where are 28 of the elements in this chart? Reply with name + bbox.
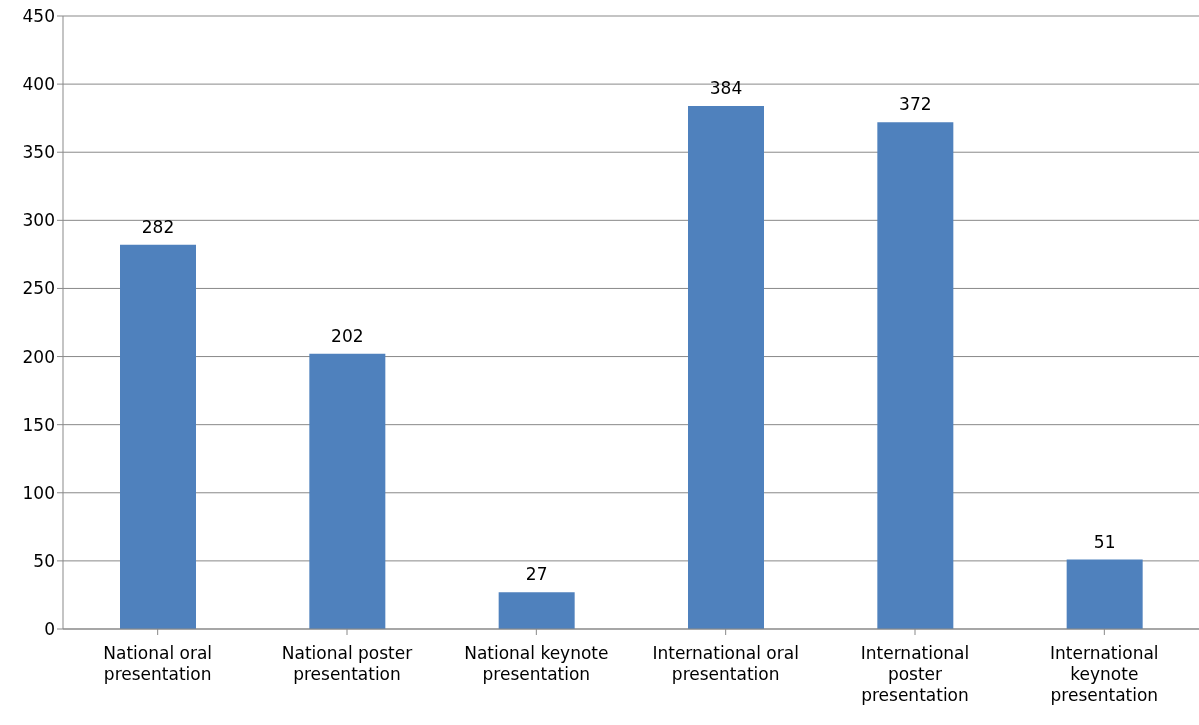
bar bbox=[688, 105, 764, 629]
bar bbox=[120, 244, 196, 629]
y-tick-label: 100 bbox=[22, 482, 55, 503]
y-tick-label: 0 bbox=[44, 619, 55, 640]
bar bbox=[1066, 559, 1143, 629]
data-label: 51 bbox=[1093, 531, 1116, 552]
data-label: 384 bbox=[709, 77, 743, 98]
bar bbox=[498, 592, 575, 629]
bar bbox=[877, 122, 954, 629]
data-label: 282 bbox=[141, 216, 175, 237]
y-tick-label: 450 bbox=[22, 6, 55, 27]
y-tick-label: 400 bbox=[22, 74, 55, 95]
y-tick-label: 50 bbox=[33, 550, 55, 571]
x-tick-label: International poster presentation bbox=[860, 643, 970, 705]
y-tick-label: 150 bbox=[22, 414, 55, 435]
y-tick-label: 250 bbox=[22, 278, 55, 299]
x-tick-label: National keynote presentation bbox=[464, 643, 609, 684]
data-label: 372 bbox=[899, 94, 932, 115]
y-tick-label: 300 bbox=[22, 210, 55, 231]
x-tick-label: International keynote presentation bbox=[1050, 643, 1159, 705]
y-tick-label: 200 bbox=[22, 346, 55, 367]
y-tick-label: 350 bbox=[22, 142, 55, 163]
x-tick-label: National poster presentation bbox=[281, 643, 413, 684]
x-tick-label: National oral presentation bbox=[103, 643, 213, 684]
x-tick-label: International oral presentation bbox=[652, 643, 799, 684]
bar bbox=[309, 353, 386, 629]
data-label: 202 bbox=[331, 325, 364, 346]
data-label: 27 bbox=[525, 564, 548, 585]
